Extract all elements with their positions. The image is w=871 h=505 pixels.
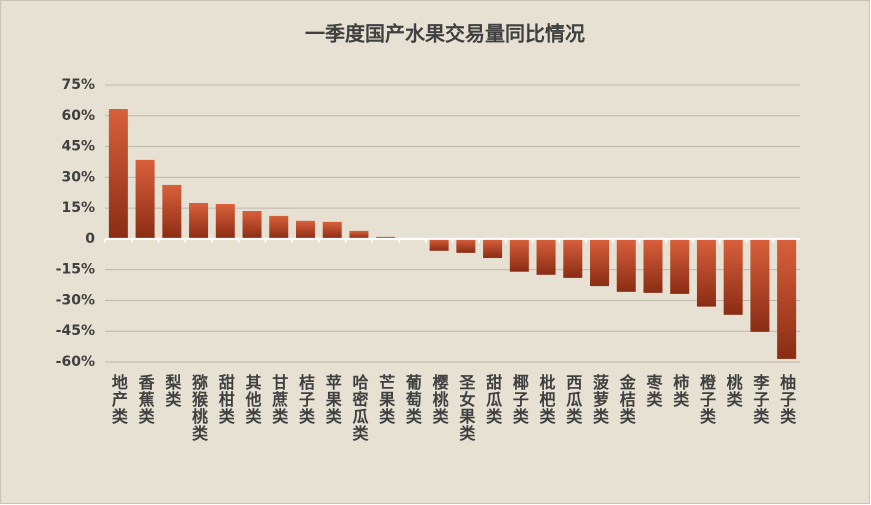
x-tick-label: 甜柑类 <box>216 373 235 425</box>
bar <box>483 238 503 258</box>
x-tick-label: 甜瓜类 <box>483 373 502 425</box>
bar <box>723 238 743 315</box>
x-tick-label: 椰子类 <box>510 373 529 425</box>
chart-title: 一季度国产水果交易量同比情况 <box>305 22 585 46</box>
bar <box>590 238 610 287</box>
bar <box>135 159 155 239</box>
x-tick-label: 枇杷类 <box>537 373 556 425</box>
bar <box>295 220 315 239</box>
x-tick-label: 其他类 <box>243 373 263 425</box>
x-tick-label: 李子类 <box>750 373 770 425</box>
x-tick-label: 圣女果类 <box>456 374 476 442</box>
bar <box>429 238 449 251</box>
x-tick-label: 柿类 <box>670 373 689 408</box>
y-tick-label: 0 <box>85 231 95 247</box>
bar <box>215 204 235 239</box>
bar <box>616 238 636 292</box>
y-tick-label: 15% <box>61 200 95 216</box>
x-tick-label: 苹果类 <box>323 373 343 425</box>
bar <box>750 238 770 332</box>
x-tick-label: 桔子类 <box>296 373 315 425</box>
bar <box>777 238 797 359</box>
bar <box>456 238 476 253</box>
bar <box>536 238 556 275</box>
x-tick-label: 金桔类 <box>617 373 637 425</box>
y-tick-label: 45% <box>61 139 95 155</box>
bar <box>563 238 583 278</box>
x-tick-label: 梨类 <box>162 373 182 408</box>
y-tick-label: 60% <box>61 108 95 124</box>
y-tick-label: -60% <box>56 354 95 370</box>
x-tick-label: 菠萝类 <box>590 373 609 425</box>
bar <box>696 238 716 307</box>
y-tick-label: -30% <box>56 292 95 308</box>
bar <box>162 184 182 239</box>
bar <box>643 238 663 293</box>
x-tick-label: 樱桃类 <box>430 374 449 425</box>
x-tick-label: 葡萄类 <box>403 373 423 425</box>
y-tick-label: 75% <box>61 77 95 93</box>
y-tick-label: -15% <box>56 262 95 278</box>
x-tick-label: 桃类 <box>724 373 743 408</box>
x-tick-label: 哈密瓜类 <box>349 373 369 442</box>
x-tick-label: 甘蔗类 <box>269 374 289 425</box>
x-tick-label: 地产类 <box>109 373 128 425</box>
x-tick-label: 芒果类 <box>376 373 396 425</box>
bar <box>349 230 369 239</box>
bar <box>670 238 690 294</box>
bar <box>509 238 529 272</box>
bar <box>322 221 342 239</box>
bar <box>108 109 128 239</box>
x-tick-label: 香蕉类 <box>136 374 156 425</box>
bar <box>242 210 262 239</box>
y-tick-label: 30% <box>61 169 95 185</box>
x-tick-label: 橙子类 <box>697 373 716 425</box>
x-tick-label: 柚子类 <box>777 373 796 425</box>
y-tick-label: -45% <box>56 323 95 339</box>
x-tick-label: 西瓜类 <box>563 374 582 425</box>
x-tick-label: 猕猴桃类 <box>189 373 208 442</box>
bar <box>269 215 289 239</box>
bar <box>189 202 209 239</box>
x-tick-label: 枣类 <box>643 373 663 408</box>
bar <box>376 236 396 239</box>
